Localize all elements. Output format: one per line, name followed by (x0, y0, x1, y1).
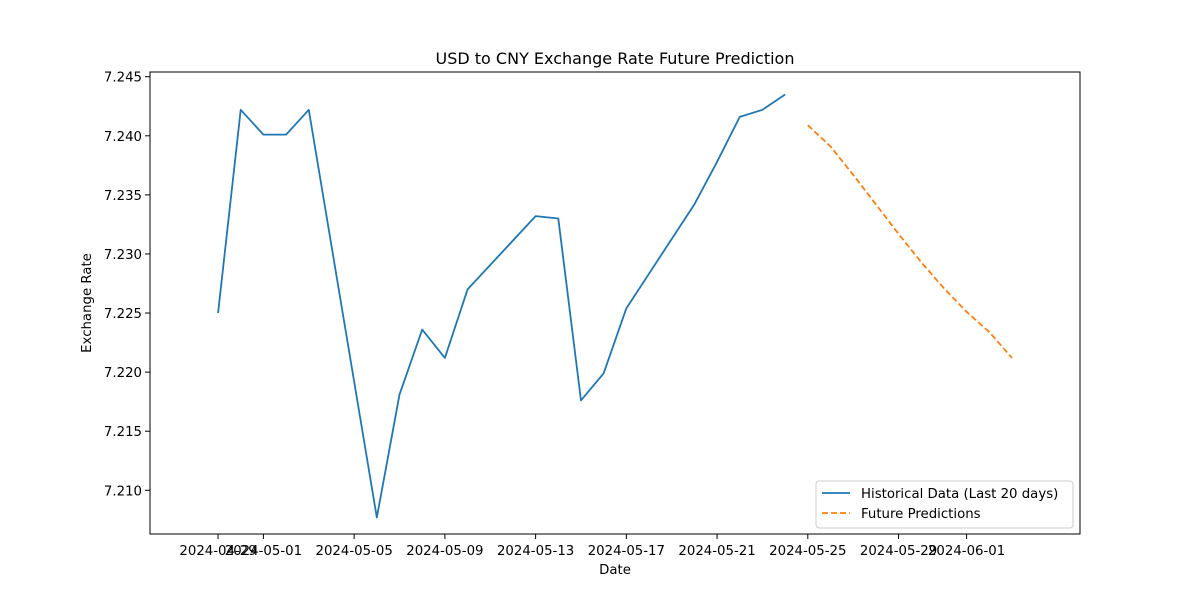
legend: Historical Data (Last 20 days) Future Pre… (815, 480, 1074, 529)
legend-label: Future Predictions (861, 507, 981, 522)
y-axis: 7.210 7.215 7.220 7.225 7.230 7.235 7.240 7.245 (104, 71, 150, 499)
x-axis-title: Date (599, 563, 631, 578)
x-tick-label: 2024-04-29 (179, 544, 256, 559)
x-tick-label: 2024-05-05 (316, 544, 393, 559)
y-tick-label: 7.215 (104, 425, 142, 440)
legend-label: Historical Data (Last 20 days) (861, 487, 1058, 502)
y-tick-label: 7.245 (104, 71, 142, 86)
y-tick-label: 7.225 (104, 307, 142, 322)
y-tick-label: 7.230 (104, 248, 142, 263)
x-tick-label: 2024-05-17 (588, 544, 665, 559)
y-tick-label: 7.240 (104, 130, 142, 145)
x-tick-label: 2024-05-21 (678, 544, 755, 559)
x-tick-label: 2024-05-29 (860, 544, 937, 559)
y-tick-label: 7.220 (104, 366, 142, 381)
series-line-historical (217, 93, 786, 519)
x-tick-label: 2024-05-25 (769, 544, 846, 559)
plot-frame (149, 71, 1081, 535)
x-tick-label: 2024-05-01 (225, 544, 302, 559)
chart-title: USD to CNY Exchange Rate Future Predicti… (436, 49, 795, 68)
y-tick-label: 7.235 (104, 189, 142, 204)
series-line-predictions (807, 124, 1013, 359)
plot-area (149, 71, 1081, 535)
legend-box (815, 480, 1074, 529)
y-tick-label: 7.210 (104, 484, 142, 499)
y-axis-title: Exchange Rate (80, 253, 95, 353)
x-tick-label: 2024-05-13 (497, 544, 574, 559)
x-tick-label: 2024-05-09 (406, 544, 483, 559)
x-tick-label: 2024-06-01 (928, 544, 1005, 559)
